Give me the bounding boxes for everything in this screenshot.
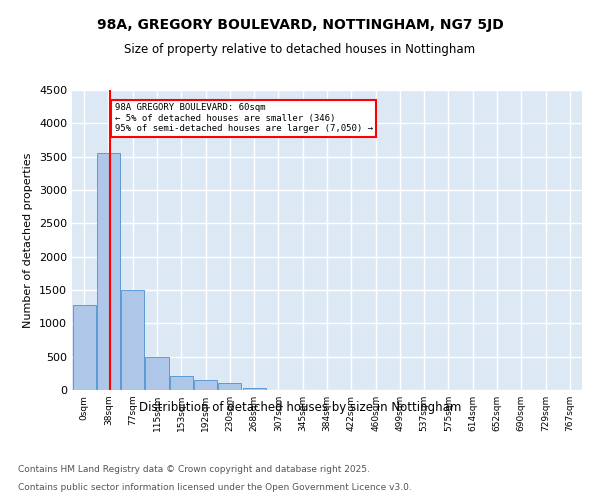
Text: 98A, GREGORY BOULEVARD, NOTTINGHAM, NG7 5JD: 98A, GREGORY BOULEVARD, NOTTINGHAM, NG7 … bbox=[97, 18, 503, 32]
Bar bbox=[242, 388, 266, 390]
Text: Distribution of detached houses by size in Nottingham: Distribution of detached houses by size … bbox=[139, 401, 461, 414]
Bar bbox=[121, 290, 144, 390]
Bar bbox=[97, 154, 120, 390]
Bar bbox=[145, 358, 169, 390]
Bar bbox=[218, 384, 241, 390]
Text: Contains HM Land Registry data © Crown copyright and database right 2025.: Contains HM Land Registry data © Crown c… bbox=[18, 465, 370, 474]
Bar bbox=[73, 306, 95, 390]
Text: 98A GREGORY BOULEVARD: 60sqm
← 5% of detached houses are smaller (346)
95% of se: 98A GREGORY BOULEVARD: 60sqm ← 5% of det… bbox=[115, 104, 373, 134]
Bar bbox=[170, 376, 193, 390]
Bar bbox=[194, 380, 217, 390]
Text: Size of property relative to detached houses in Nottingham: Size of property relative to detached ho… bbox=[124, 42, 476, 56]
Y-axis label: Number of detached properties: Number of detached properties bbox=[23, 152, 34, 328]
Text: Contains public sector information licensed under the Open Government Licence v3: Contains public sector information licen… bbox=[18, 482, 412, 492]
